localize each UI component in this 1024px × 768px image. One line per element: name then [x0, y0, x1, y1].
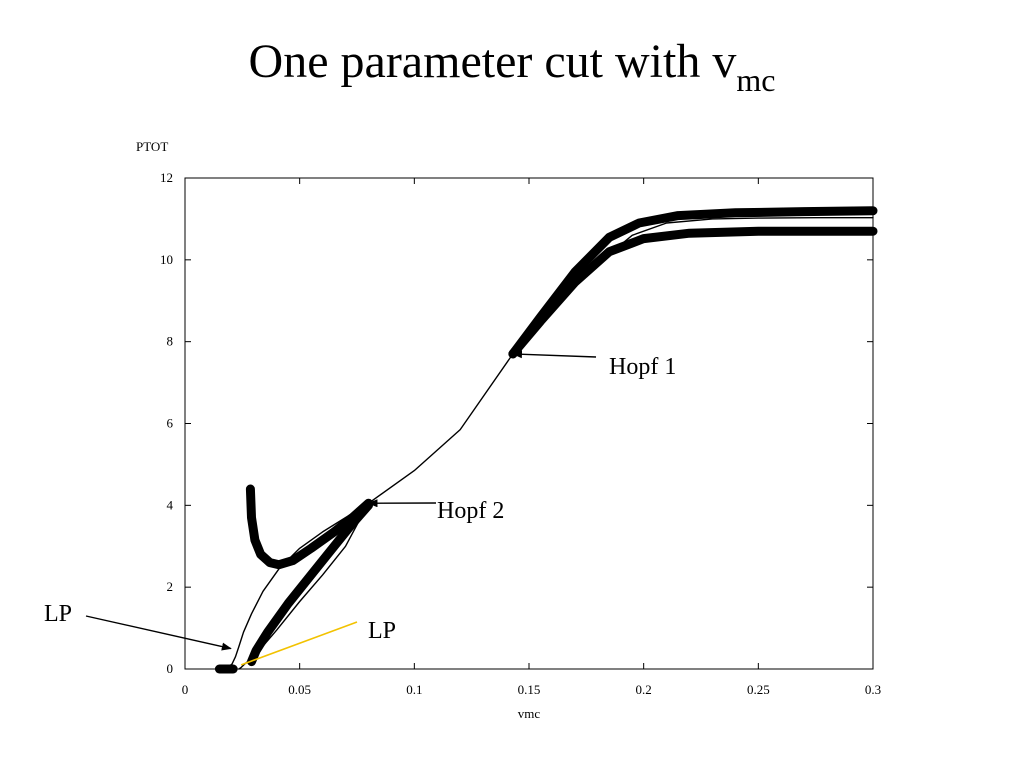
- y-tick-label: 10: [160, 252, 173, 267]
- plot-frame: [184, 177, 874, 670]
- x-tick-label: 0.25: [747, 682, 770, 697]
- hopf-1-arrow: [511, 350, 597, 359]
- x-tick-label: 0.15: [518, 682, 541, 697]
- periodic-orbit-branch-line: [245, 484, 373, 570]
- lp-right-label: LP: [368, 618, 396, 644]
- y-tick-label: 0: [167, 661, 174, 676]
- lp-left-arrow: [85, 615, 232, 651]
- periodic-orbit-branch-line: [247, 500, 373, 667]
- hopf-1-label: Hopf 1: [609, 354, 676, 380]
- steady-state-branch-line: [219, 217, 874, 670]
- y-tick-label: 8: [167, 334, 174, 349]
- lp-left-label: LP: [44, 601, 72, 627]
- y-axis-label: PTOT: [136, 139, 168, 154]
- x-tick-label: 0: [182, 682, 189, 697]
- x-tick-label: 0.2: [636, 682, 652, 697]
- y-tick-label: 6: [167, 416, 174, 431]
- steady-state-branch-line: [238, 502, 370, 670]
- lp-right-arrow: [240, 621, 358, 666]
- slide-title-subscript: mc: [736, 62, 776, 98]
- y-tick-label: 4: [167, 497, 174, 512]
- slide-title: One parameter cut with vmc: [0, 35, 1024, 97]
- y-tick-label: 2: [167, 579, 174, 594]
- periodic-orbit-branch-line: [508, 226, 878, 359]
- x-tick-label: 0.05: [288, 682, 311, 697]
- x-tick-label: 0.1: [406, 682, 422, 697]
- x-axis-label: vmc: [518, 706, 541, 721]
- x-tick-label: 0.3: [865, 682, 881, 697]
- y-tick-label: 12: [160, 170, 173, 185]
- slide-title-main: One parameter cut with v: [248, 35, 737, 88]
- hopf-2-label: Hopf 2: [437, 498, 504, 524]
